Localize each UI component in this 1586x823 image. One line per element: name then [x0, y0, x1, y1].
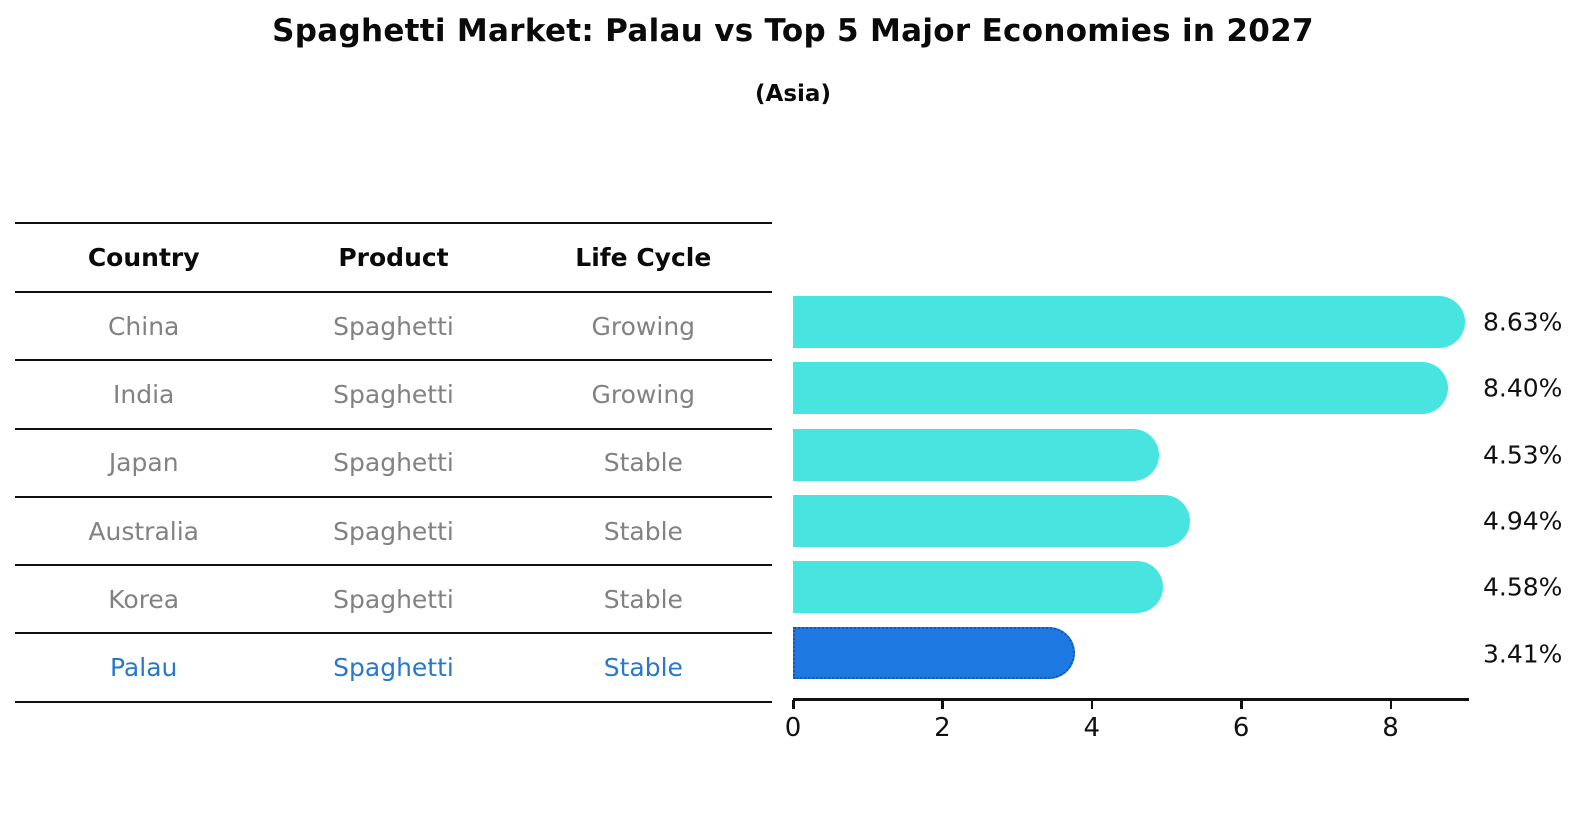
table-row: Japan Spaghetti Stable: [15, 427, 772, 496]
cell-country: India: [113, 379, 175, 409]
cell-product: Spaghetti: [333, 516, 454, 546]
cell-lifecycle: Growing: [591, 311, 696, 341]
tick-label: 4: [1083, 713, 1101, 743]
cell-lifecycle: Stable: [603, 653, 683, 683]
table-row-highlighted: Palau Spaghetti Stable: [15, 632, 772, 700]
bar-value-label: 8.40%: [1483, 373, 1563, 403]
cell-product: Spaghetti: [333, 311, 454, 341]
table-row: Korea Spaghetti Stable: [15, 564, 772, 632]
tick-mark: [792, 700, 795, 709]
bar-value-label: 3.41%: [1483, 639, 1563, 669]
tick-mark: [1240, 700, 1243, 709]
bar-value-label: 8.63%: [1483, 307, 1563, 337]
table-row: India Spaghetti Growing: [15, 359, 772, 427]
page-subtitle: (Asia): [755, 81, 831, 107]
cell-product: Spaghetti: [333, 379, 454, 409]
tick-mark: [1090, 700, 1094, 709]
tick-label: 6: [1232, 713, 1250, 743]
tick-label: 8: [1382, 713, 1399, 743]
cell-lifecycle: Stable: [603, 516, 683, 546]
bar: [793, 362, 1449, 415]
table-row: China Spaghetti Growing: [15, 291, 772, 359]
cell-lifecycle: Growing: [591, 379, 696, 409]
cell-lifecycle: Stable: [603, 584, 683, 614]
bar-chart: 8.63% 8.40% 4.53% 4.94% 4.58% 3.41% 0: [785, 289, 1586, 823]
bar-value-label: 4.58%: [1483, 572, 1563, 602]
x-axis: [793, 698, 1469, 701]
cell-country: Palau: [109, 653, 178, 683]
cell-country: Korea: [108, 584, 180, 614]
column-header-product: Product: [338, 243, 449, 272]
cell-product: Spaghetti: [333, 448, 454, 478]
table-row: Australia Spaghetti Stable: [15, 495, 772, 564]
bar-value-label: 4.94%: [1483, 506, 1563, 536]
tick-label: 2: [934, 713, 951, 743]
cell-lifecycle: Stable: [603, 448, 683, 478]
bar-row: 4.58%: [793, 554, 1586, 620]
column-header-country: Country: [87, 243, 200, 272]
cell-product: Spaghetti: [333, 584, 454, 614]
cell-product: Spaghetti: [333, 653, 454, 683]
bar: [793, 561, 1163, 614]
bar-value-label: 4.53%: [1483, 440, 1563, 470]
bar-highlighted: [793, 627, 1076, 680]
country-table: Country Product Life Cycle China Spaghet…: [15, 222, 772, 703]
tick-label: 0: [784, 713, 802, 743]
tick-mark: [1389, 700, 1393, 709]
page-title: Spaghetti Market: Palau vs Top 5 Major E…: [272, 13, 1314, 49]
bar: [793, 428, 1159, 481]
bar-row-highlighted: 3.41%: [793, 620, 1586, 686]
bar-row: 8.63%: [793, 289, 1586, 355]
tick-mark: [941, 700, 944, 709]
cell-country: Australia: [88, 516, 199, 546]
column-header-lifecycle: Life Cycle: [575, 243, 712, 272]
bar: [793, 296, 1466, 348]
bar: [793, 494, 1190, 547]
cell-country: China: [107, 311, 180, 341]
bar-row: 8.40%: [793, 355, 1586, 421]
bar-row: 4.53%: [793, 422, 1586, 488]
cell-country: Japan: [108, 448, 179, 478]
bar-row: 4.94%: [793, 488, 1586, 554]
table-header-row: Country Product Life Cycle: [15, 222, 772, 291]
